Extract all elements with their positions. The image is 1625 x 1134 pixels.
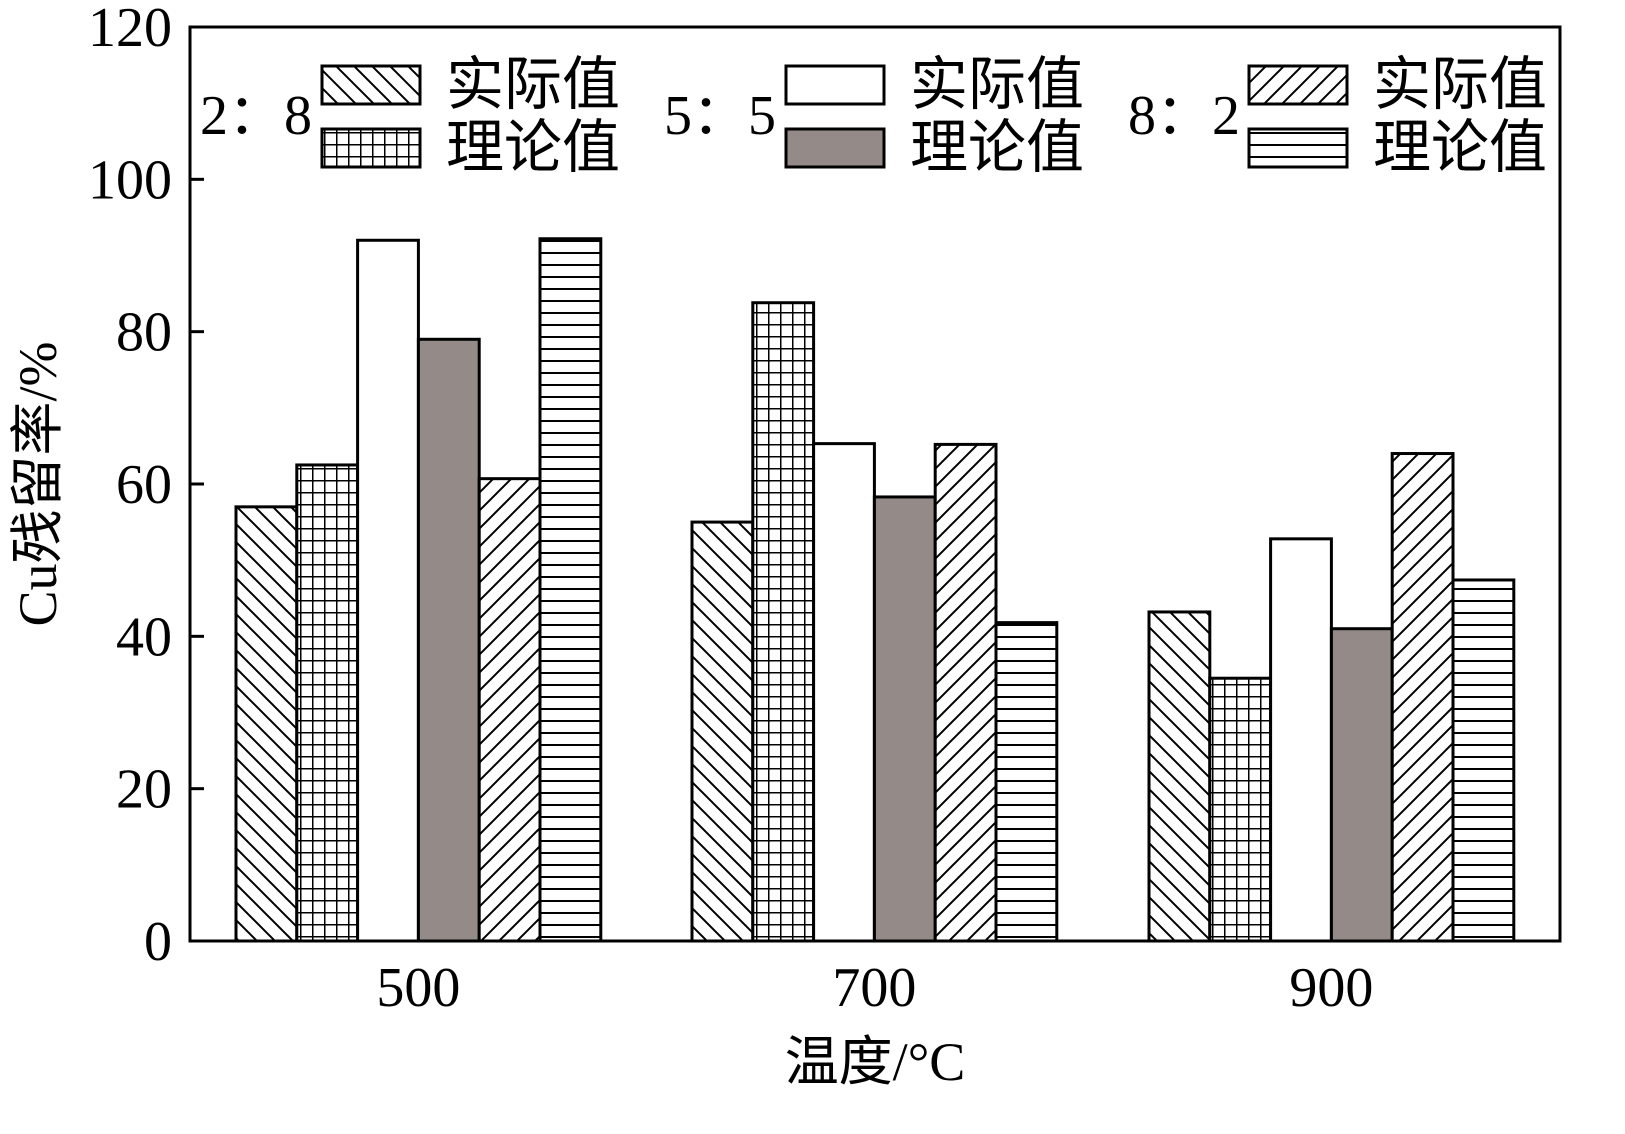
bar-900-series-2 (1208, 676, 1273, 943)
legend-swatch (320, 64, 422, 106)
bar-700-series-2 (751, 301, 816, 943)
bar-700-series-6 (994, 621, 1059, 943)
legend-ratio-label: 5：5 (664, 85, 776, 147)
y-tick-label: 0 (144, 911, 172, 973)
x-tick-label: 700 (832, 957, 916, 1019)
legend-ratio-label: 8：2 (1128, 85, 1240, 147)
bar-900-series-5 (1390, 452, 1455, 943)
legend-swatch (1247, 127, 1349, 169)
legend-ratio-label: 2：8 (200, 85, 312, 147)
bar-700-series-1 (690, 520, 755, 943)
bar-500-series-3 (356, 238, 420, 943)
legend-swatch (320, 127, 422, 169)
y-tick-label: 80 (116, 302, 172, 364)
x-tick-label: 900 (1289, 957, 1373, 1019)
y-tick-label: 40 (116, 606, 172, 668)
bar-500-series-6 (538, 237, 603, 943)
y-tick-label: 60 (116, 454, 172, 516)
x-tick-label: 500 (376, 957, 460, 1019)
bar-900-series-6 (1451, 578, 1516, 943)
y-tick-label: 20 (116, 759, 172, 821)
bar-900-series-1 (1147, 610, 1212, 943)
bar-500-series-5 (477, 477, 542, 943)
y-tick-label: 120 (88, 0, 172, 59)
legend-entry-label: 理论值 (910, 115, 1084, 180)
bar-500-series-2 (295, 463, 360, 943)
bar-900-series-3 (1269, 537, 1333, 943)
legend-entry-label: 理论值 (446, 115, 620, 180)
legend-swatch (1247, 64, 1349, 106)
legend-swatch (784, 64, 886, 106)
legend-entry-label: 实际值 (910, 52, 1084, 117)
legend-swatch (784, 127, 886, 169)
y-axis-title: Cu残留率/% (8, 341, 68, 626)
bar-500-series-1 (234, 505, 299, 943)
bar-500-series-4 (416, 337, 481, 943)
x-axis-title: 温度/°C (785, 1032, 966, 1092)
y-tick-label: 100 (88, 149, 172, 211)
bar-700-series-4 (872, 495, 937, 943)
legend-entry-label: 实际值 (446, 52, 620, 117)
bar-700-series-5 (933, 442, 998, 943)
bar-700-series-3 (812, 442, 876, 943)
bar-900-series-4 (1329, 627, 1394, 943)
legend-entry-label: 实际值 (1373, 52, 1547, 117)
legend-entry-label: 理论值 (1373, 115, 1547, 180)
